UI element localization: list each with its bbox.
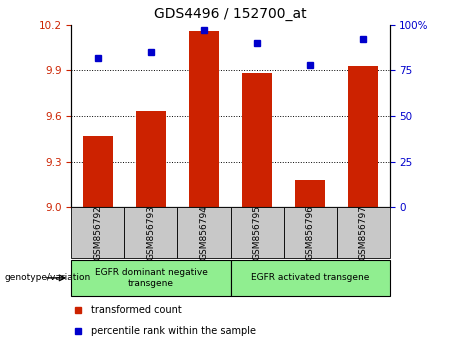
Text: GSM856793: GSM856793 — [147, 205, 155, 260]
Bar — [337, 207, 390, 258]
Bar — [284, 207, 337, 258]
Bar — [242, 73, 272, 207]
Text: EGFR activated transgene: EGFR activated transgene — [251, 273, 369, 282]
Text: GSM856792: GSM856792 — [94, 205, 102, 260]
Bar — [189, 31, 219, 207]
Bar — [296, 180, 325, 207]
Text: GSM856796: GSM856796 — [306, 205, 314, 260]
Text: EGFR dominant negative
transgene: EGFR dominant negative transgene — [95, 268, 207, 287]
Title: GDS4496 / 152700_at: GDS4496 / 152700_at — [154, 7, 307, 21]
Bar — [230, 207, 284, 258]
Text: transformed count: transformed count — [90, 305, 181, 315]
Bar — [71, 260, 230, 296]
Bar — [349, 66, 378, 207]
Bar — [177, 207, 230, 258]
Bar — [136, 112, 165, 207]
Text: GSM856795: GSM856795 — [253, 205, 261, 260]
Text: percentile rank within the sample: percentile rank within the sample — [90, 326, 255, 336]
Bar — [71, 207, 124, 258]
Bar — [83, 136, 112, 207]
Bar — [124, 207, 177, 258]
Text: GSM856797: GSM856797 — [359, 205, 367, 260]
Text: GSM856794: GSM856794 — [200, 205, 208, 260]
Text: genotype/variation: genotype/variation — [5, 273, 91, 282]
Bar — [230, 260, 390, 296]
